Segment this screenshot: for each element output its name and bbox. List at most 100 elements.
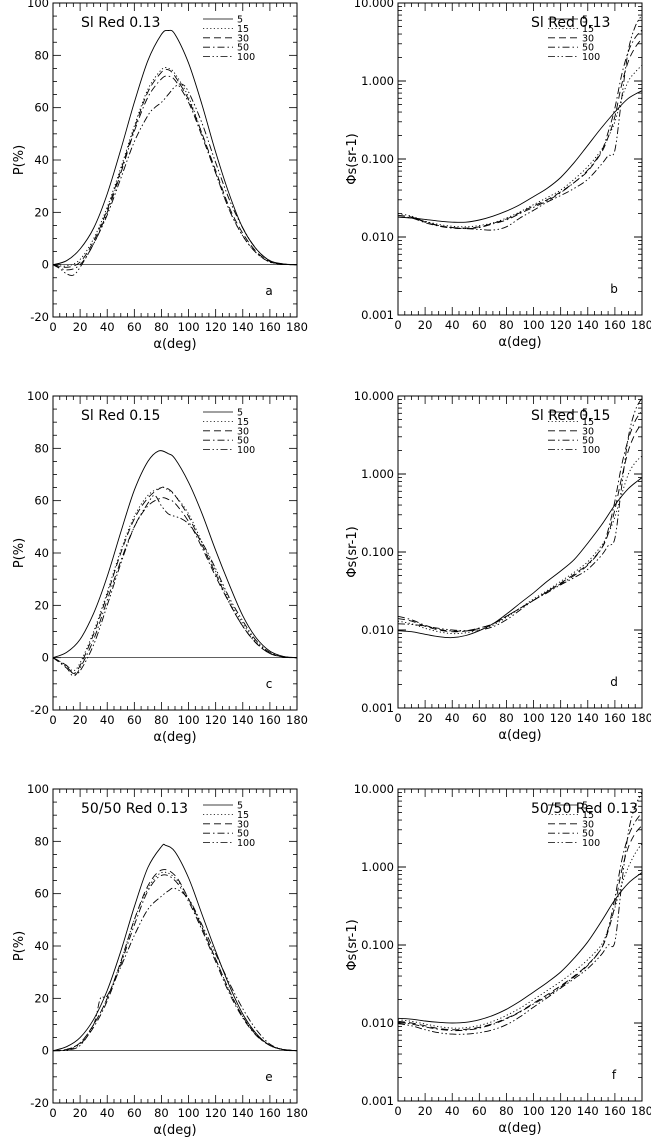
legend-label-5: 5 — [582, 408, 588, 419]
y-tick-label: 80 — [34, 48, 49, 62]
plot-frame — [397, 395, 643, 709]
series-line-5 — [53, 843, 297, 1052]
x-tick-label: 160 — [259, 713, 281, 727]
series-group — [53, 29, 297, 276]
x-tick-label: 120 — [550, 711, 572, 725]
y-tick-label: 0.100 — [361, 152, 394, 166]
x-tick-label: 100 — [523, 1104, 545, 1118]
plot-frame — [52, 788, 298, 1104]
y-tick-label: 10.000 — [354, 389, 394, 403]
series-line-30 — [398, 38, 642, 229]
series-line-30 — [53, 869, 297, 1052]
plot-frame — [52, 2, 298, 318]
series-line-50 — [398, 410, 642, 632]
x-tick-label: 80 — [499, 711, 514, 725]
series-group — [53, 843, 297, 1052]
y-tick-label: 60 — [34, 887, 49, 901]
legend-label-30: 30 — [582, 426, 594, 437]
x-tick-label: 0 — [49, 1106, 56, 1120]
y-tick-label: 20 — [34, 991, 49, 1005]
series-group — [398, 14, 642, 231]
panel-letter: f — [612, 1068, 617, 1082]
panel-title: 50/50 Red 0.13 — [531, 801, 638, 817]
legend-label-50: 50 — [582, 829, 594, 840]
legend-label-50: 50 — [237, 829, 249, 840]
x-tick-label: 140 — [232, 1106, 254, 1120]
legend-label-15: 15 — [582, 417, 594, 428]
panel-f: 0 20 40 60 80 100 120 140 160 180 0.001 0.010 0.100 1… — [345, 782, 651, 1136]
x-tick-label: 40 — [100, 713, 115, 727]
y-tick-label: 0 — [42, 258, 49, 272]
series-line-5 — [53, 450, 297, 659]
x-tick-label: 0 — [394, 1104, 401, 1118]
y-tick-label: -20 — [30, 1096, 49, 1110]
x-tick-label: 40 — [445, 711, 460, 725]
x-tick-label: 20 — [418, 711, 433, 725]
series-line-30 — [398, 422, 642, 633]
series-line-100 — [53, 887, 297, 1052]
x-tick-label: 40 — [445, 1104, 460, 1118]
series-line-100 — [398, 792, 642, 1035]
legend-label-30: 30 — [237, 426, 249, 437]
x-tick-label: 100 — [523, 318, 545, 332]
panel-e: 0 20 40 60 80 100 120 140 160 180-20020406080100α… — [12, 782, 308, 1137]
series-group — [398, 792, 642, 1035]
series-line-15 — [53, 67, 297, 267]
y-axis-title: P(%) — [12, 538, 27, 568]
x-tick-label: 180 — [286, 1106, 308, 1120]
legend-label-5: 5 — [237, 15, 243, 26]
y-tick-label: 1.000 — [361, 860, 394, 874]
y-tick-label: 40 — [34, 939, 49, 953]
legend-label-100: 100 — [237, 838, 255, 849]
x-tick-label: 0 — [394, 711, 401, 725]
y-tick-label: -20 — [30, 310, 49, 324]
panel-title: Sl Red 0.15 — [81, 408, 160, 424]
x-tick-label: 20 — [73, 713, 88, 727]
panel-letter: c — [266, 677, 273, 691]
legend-label-50: 50 — [582, 436, 594, 447]
legend-label-15: 15 — [582, 810, 594, 821]
x-tick-label: 40 — [445, 318, 460, 332]
x-tick-label: 140 — [577, 318, 599, 332]
panel-title: Sl Red 0.13 — [531, 15, 610, 31]
panel-letter: b — [610, 282, 618, 296]
y-tick-label: 10.000 — [354, 0, 394, 10]
x-tick-label: 40 — [100, 1106, 115, 1120]
x-tick-label: 60 — [472, 318, 487, 332]
y-tick-label: 0.010 — [361, 623, 394, 637]
series-line-15 — [398, 455, 642, 635]
legend-label-15: 15 — [237, 417, 249, 428]
legend-label-30: 30 — [582, 33, 594, 44]
x-tick-label: 120 — [205, 713, 227, 727]
plot-frame — [397, 788, 643, 1102]
legend-label-100: 100 — [237, 52, 255, 63]
x-tick-label: 100 — [178, 320, 200, 334]
series-line-5 — [398, 872, 642, 1024]
y-tick-label: 80 — [34, 441, 49, 455]
y-tick-label: 40 — [34, 153, 49, 167]
series-line-15 — [53, 871, 297, 1052]
series-line-50 — [398, 29, 642, 230]
series-line-100 — [53, 83, 297, 276]
x-tick-label: 180 — [286, 713, 308, 727]
series-line-5 — [398, 477, 642, 639]
x-tick-label: 140 — [232, 713, 254, 727]
series-line-30 — [398, 825, 642, 1031]
series-line-100 — [53, 494, 297, 675]
x-axis-title: α(deg) — [153, 730, 196, 745]
x-tick-label: 120 — [550, 1104, 572, 1118]
x-tick-label: 80 — [499, 318, 514, 332]
panel-letter: e — [265, 1070, 272, 1084]
legend-label-50: 50 — [237, 436, 249, 447]
legend-label-5: 5 — [237, 408, 243, 419]
legend-label-15: 15 — [237, 24, 249, 35]
x-tick-label: 140 — [577, 711, 599, 725]
x-tick-label: 80 — [154, 320, 169, 334]
x-tick-label: 100 — [178, 713, 200, 727]
x-tick-label: 0 — [394, 318, 401, 332]
x-tick-label: 60 — [127, 320, 142, 334]
y-tick-label: 40 — [34, 546, 49, 560]
x-tick-label: 0 — [49, 320, 56, 334]
y-tick-label: 0.100 — [361, 938, 394, 952]
x-tick-label: 180 — [631, 1104, 651, 1118]
